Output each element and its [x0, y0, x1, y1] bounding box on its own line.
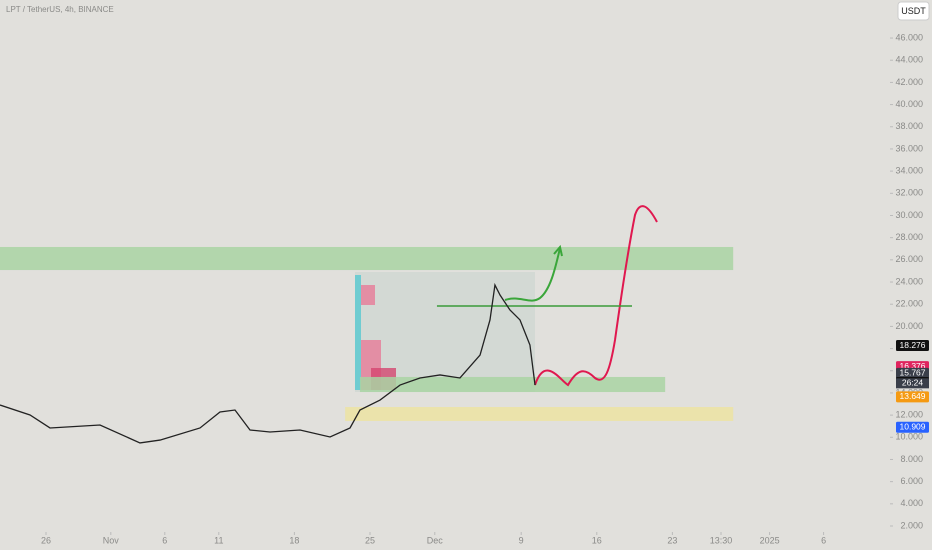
- x-tick-label: Nov: [103, 535, 120, 545]
- y-tick-label: 38.000: [895, 121, 923, 131]
- y-tick-label: 44.000: [895, 55, 923, 65]
- price-tag: [896, 340, 929, 352]
- x-tick-label: 18: [289, 535, 299, 545]
- countdown-tag: [896, 378, 929, 389]
- price-line: [0, 282, 536, 444]
- x-tick-label: 26: [41, 535, 51, 545]
- y-tick-label: 22.000: [895, 299, 923, 309]
- y-tick-label: 10.000: [895, 432, 923, 442]
- y-tick-label: 36.000: [895, 143, 923, 153]
- price-tag-label: 15.767: [900, 368, 926, 378]
- projection-green: [504, 247, 561, 302]
- zone: [359, 376, 666, 393]
- x-tick-label: 9: [519, 535, 524, 545]
- x-tick-label: 6: [821, 535, 826, 545]
- price-tag-label: 10.909: [900, 421, 926, 431]
- y-tick-label: 2.000: [900, 520, 923, 530]
- x-tick-label: 16: [592, 535, 602, 545]
- price-tag-label: 18.276: [900, 340, 926, 350]
- currency-label[interactable]: USDT: [901, 6, 926, 16]
- price-tag-label: 13.649: [900, 391, 926, 401]
- drawings: [0, 246, 734, 421]
- y-tick-label: 34.000: [895, 165, 923, 175]
- arrow-head: [553, 244, 563, 257]
- volume-profile: [355, 275, 361, 390]
- y-tick-label: 6.000: [900, 476, 923, 486]
- y-tick-label: 40.000: [895, 99, 923, 109]
- y-tick-label: 32.000: [895, 188, 923, 198]
- zone: [0, 246, 734, 271]
- x-tick-label: 25: [365, 535, 375, 545]
- price-tag-label: 16.376: [900, 361, 926, 371]
- chart-title: LPT / TetherUS, 4h, BINANCE: [6, 5, 114, 14]
- x-tick-label: 6: [162, 535, 167, 545]
- x-tick-label: 2025: [760, 535, 780, 545]
- zone: [345, 407, 734, 421]
- y-tick-label: 26.000: [895, 254, 923, 264]
- currency-button[interactable]: [897, 1, 930, 21]
- y-tick-label: 42.000: [895, 77, 923, 87]
- y-tick-label: 30.000: [895, 210, 923, 220]
- y-tick-label: 24.000: [895, 276, 923, 286]
- x-tick-label: Dec: [427, 535, 444, 545]
- y-tick-label: 20.000: [895, 321, 923, 331]
- volume-profile: [361, 285, 375, 305]
- y-tick-label: 46.000: [895, 32, 923, 42]
- countdown: 26:24: [902, 378, 924, 388]
- price-tag: [896, 421, 929, 433]
- price-tag: [896, 367, 929, 379]
- price-tag: [896, 391, 929, 403]
- x-tick-label: 11: [214, 535, 223, 545]
- x-tick-label: 13:30: [710, 535, 733, 545]
- y-tick-label: 12.000: [895, 409, 923, 419]
- x-tick-label: 23: [667, 535, 677, 545]
- y-tick-label: 4.000: [900, 498, 923, 508]
- projection-red: [534, 205, 658, 387]
- y-tick-label: 8.000: [900, 454, 923, 464]
- y-tick-label: 28.000: [895, 232, 923, 242]
